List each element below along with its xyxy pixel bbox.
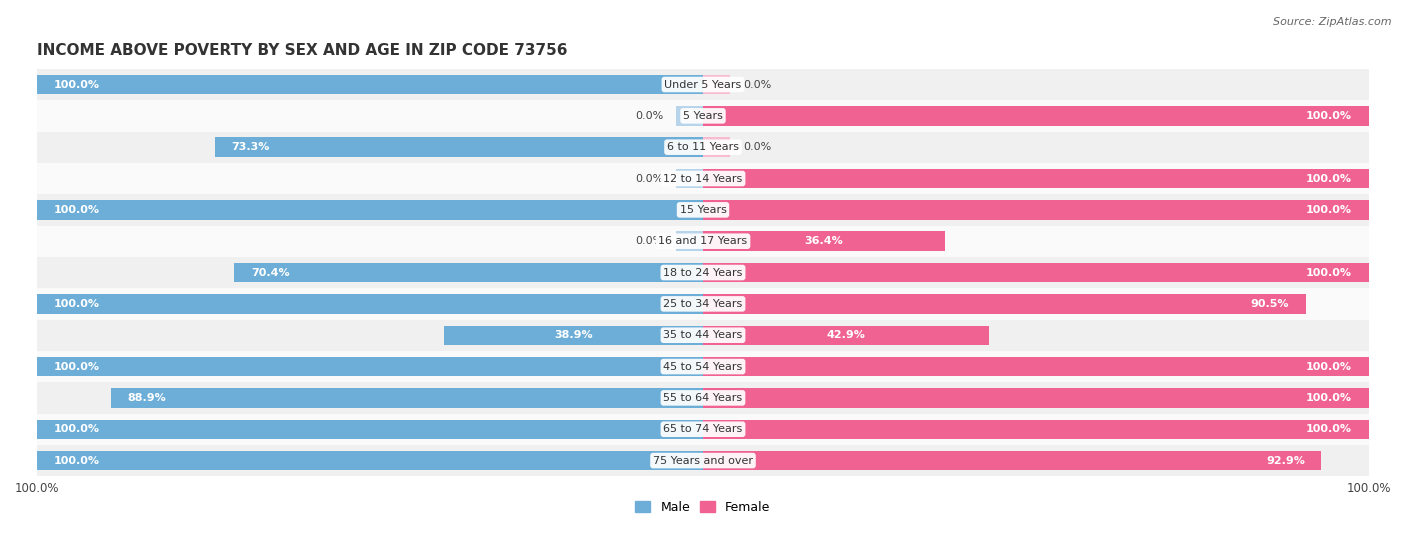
Bar	[37, 131, 1369, 163]
Text: 18 to 24 Years: 18 to 24 Years	[664, 268, 742, 277]
Text: 70.4%: 70.4%	[250, 268, 290, 277]
Bar	[676, 106, 703, 126]
Text: 100.0%: 100.0%	[1306, 424, 1353, 434]
Text: 100.0%: 100.0%	[53, 362, 100, 372]
Text: 25 to 34 Years: 25 to 34 Years	[664, 299, 742, 309]
Bar	[703, 138, 730, 157]
Bar	[703, 263, 1369, 282]
Text: 38.9%: 38.9%	[554, 330, 593, 340]
Text: 0.0%: 0.0%	[634, 173, 664, 183]
Text: Source: ZipAtlas.com: Source: ZipAtlas.com	[1274, 17, 1392, 27]
Bar	[37, 69, 1369, 100]
Bar	[703, 75, 730, 94]
Bar	[703, 169, 1369, 188]
Text: 100.0%: 100.0%	[1306, 205, 1353, 215]
Bar	[37, 451, 703, 470]
Bar	[37, 194, 1369, 225]
Text: 15 Years: 15 Years	[679, 205, 727, 215]
Bar	[703, 388, 1369, 408]
Text: 12 to 14 Years: 12 to 14 Years	[664, 173, 742, 183]
Bar	[703, 231, 945, 251]
Text: 75 Years and over: 75 Years and over	[652, 456, 754, 466]
Bar	[37, 225, 1369, 257]
Text: 16 and 17 Years: 16 and 17 Years	[658, 236, 748, 246]
Bar	[37, 382, 1369, 414]
Text: 100.0%: 100.0%	[1306, 173, 1353, 183]
Bar	[37, 257, 1369, 288]
Bar	[37, 200, 703, 220]
Bar	[37, 414, 1369, 445]
Bar	[703, 357, 1369, 376]
Text: INCOME ABOVE POVERTY BY SEX AND AGE IN ZIP CODE 73756: INCOME ABOVE POVERTY BY SEX AND AGE IN Z…	[37, 43, 568, 58]
Text: 100.0%: 100.0%	[1306, 362, 1353, 372]
Text: 100.0%: 100.0%	[1306, 111, 1353, 121]
Text: 0.0%: 0.0%	[634, 111, 664, 121]
Bar	[215, 138, 703, 157]
Bar	[37, 288, 1369, 320]
Bar	[37, 294, 703, 314]
Text: 5 Years: 5 Years	[683, 111, 723, 121]
Bar	[37, 357, 703, 376]
Text: 100.0%: 100.0%	[53, 299, 100, 309]
Text: 88.9%: 88.9%	[128, 393, 166, 403]
Bar	[37, 351, 1369, 382]
Text: Under 5 Years: Under 5 Years	[665, 79, 741, 89]
Bar	[703, 325, 988, 345]
Bar	[37, 419, 703, 439]
Text: 55 to 64 Years: 55 to 64 Years	[664, 393, 742, 403]
Text: 6 to 11 Years: 6 to 11 Years	[666, 142, 740, 152]
Bar	[37, 75, 703, 94]
Text: 92.9%: 92.9%	[1265, 456, 1305, 466]
Bar	[444, 325, 703, 345]
Legend: Male, Female: Male, Female	[630, 496, 776, 519]
Bar	[37, 163, 1369, 194]
Text: 0.0%: 0.0%	[634, 236, 664, 246]
Text: 42.9%: 42.9%	[827, 330, 865, 340]
Text: 0.0%: 0.0%	[742, 79, 772, 89]
Bar	[37, 100, 1369, 131]
Text: 90.5%: 90.5%	[1250, 299, 1289, 309]
Bar	[37, 445, 1369, 476]
Text: 100.0%: 100.0%	[53, 424, 100, 434]
Text: 100.0%: 100.0%	[1306, 393, 1353, 403]
Text: 100.0%: 100.0%	[53, 205, 100, 215]
Bar	[703, 419, 1369, 439]
Text: 35 to 44 Years: 35 to 44 Years	[664, 330, 742, 340]
Text: 100.0%: 100.0%	[53, 79, 100, 89]
Bar	[703, 106, 1369, 126]
Bar	[703, 294, 1306, 314]
Bar	[703, 200, 1369, 220]
Text: 0.0%: 0.0%	[742, 142, 772, 152]
Bar	[111, 388, 703, 408]
Text: 73.3%: 73.3%	[232, 142, 270, 152]
Text: 65 to 74 Years: 65 to 74 Years	[664, 424, 742, 434]
Bar	[37, 320, 1369, 351]
Bar	[676, 231, 703, 251]
Bar	[703, 451, 1322, 470]
Text: 100.0%: 100.0%	[1306, 268, 1353, 277]
Text: 36.4%: 36.4%	[804, 236, 844, 246]
Bar	[235, 263, 703, 282]
Text: 45 to 54 Years: 45 to 54 Years	[664, 362, 742, 372]
Text: 100.0%: 100.0%	[53, 456, 100, 466]
Bar	[676, 169, 703, 188]
